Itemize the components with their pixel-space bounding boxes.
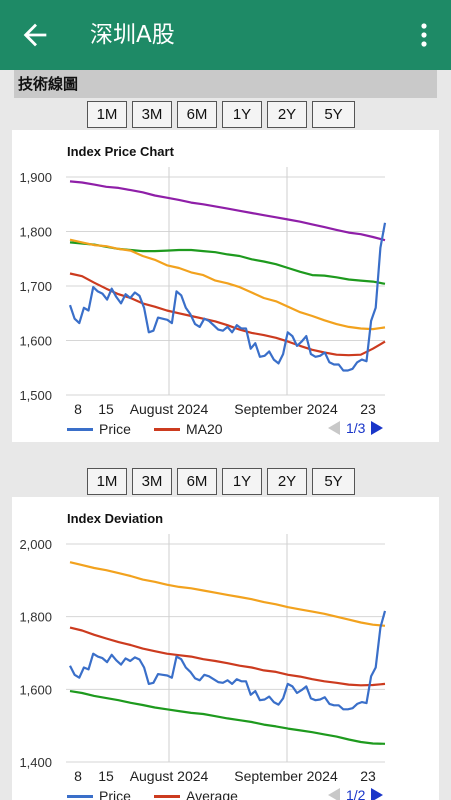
page-title: 深圳A股 (90, 22, 175, 48)
series-line (69, 272, 386, 357)
legend-label: MA20 (186, 421, 223, 437)
range-2y-button[interactable]: 2Y (267, 101, 307, 128)
y-tick-label: 1,700 (19, 279, 52, 294)
series-line (69, 180, 386, 242)
x-tick-label: 15 (98, 768, 114, 784)
series-line (69, 690, 386, 745)
price-chart-card: Index Price Chart 1,500 1,600 1,700 1,800 1,… (12, 130, 439, 442)
y-tick-label: 1,800 (19, 610, 52, 625)
more-vert-icon[interactable] (412, 20, 436, 50)
legend-price: Price (67, 787, 131, 800)
chart-title: Index Deviation (67, 511, 164, 526)
price-chart[interactable]: 1,500 1,600 1,700 1,800 1,900 8 15 August 2024 S… (12, 130, 439, 442)
x-tick-label: 8 (74, 768, 82, 784)
y-tick-label: 1,400 (19, 755, 52, 770)
legend-label: Average (186, 788, 238, 800)
range-6m-button[interactable]: 6M (177, 101, 217, 128)
legend-swatch (67, 427, 93, 431)
series-line (69, 238, 386, 331)
y-tick-label: 1,600 (19, 682, 52, 697)
x-tick-label: August 2024 (130, 401, 209, 417)
legend-pager[interactable]: 1/3 (328, 420, 384, 436)
next-page-icon[interactable] (371, 421, 384, 435)
x-tick-label: 23 (360, 768, 376, 784)
legend-label: Price (99, 788, 131, 800)
range-6m-button[interactable]: 6M (177, 468, 217, 495)
x-tick-label: September 2024 (234, 768, 338, 784)
next-page-icon[interactable] (371, 788, 384, 800)
range-1y-button[interactable]: 1Y (222, 101, 262, 128)
range-selector: 1M 3M 6M 1Y 2Y 5Y (87, 101, 355, 128)
range-1y-button[interactable]: 1Y (222, 468, 262, 495)
legend-price: Price (67, 420, 131, 438)
legend-swatch (154, 794, 180, 798)
range-3m-button[interactable]: 3M (132, 468, 172, 495)
series-line (69, 626, 386, 687)
pager-label: 1/3 (346, 420, 366, 436)
range-selector: 1M 3M 6M 1Y 2Y 5Y (87, 468, 355, 495)
range-1m-button[interactable]: 1M (87, 468, 127, 495)
arrow-left-icon[interactable] (18, 18, 52, 52)
y-tick-label: 1,600 (19, 334, 52, 349)
series-line (69, 610, 387, 711)
legend-swatch (154, 427, 180, 431)
x-tick-label: September 2024 (234, 401, 338, 417)
x-tick-label: 23 (360, 401, 376, 417)
deviation-chart-card: Index Deviation 1,400 1,600 1,800 2,000 8 15 A… (12, 497, 439, 800)
legend-swatch (67, 794, 93, 798)
x-tick-label: 15 (98, 401, 114, 417)
series-line (68, 222, 387, 372)
app-bar: 深圳A股 (0, 0, 451, 70)
series-line (69, 561, 386, 627)
range-3m-button[interactable]: 3M (132, 101, 172, 128)
prev-page-icon[interactable] (328, 788, 340, 800)
y-tick-label: 1,500 (19, 388, 52, 403)
pager-label: 1/2 (346, 787, 366, 800)
prev-page-icon[interactable] (328, 421, 340, 435)
range-5y-button[interactable]: 5Y (312, 101, 355, 128)
deviation-chart[interactable]: 1,400 1,600 1,800 2,000 8 15 August 2024 Septem… (12, 497, 439, 800)
chart-title: Index Price Chart (67, 144, 174, 159)
range-1m-button[interactable]: 1M (87, 101, 127, 128)
section-header: 技術線圖 (14, 70, 437, 98)
range-5y-button[interactable]: 5Y (312, 468, 355, 495)
legend-label: Price (99, 421, 131, 437)
x-tick-label: August 2024 (130, 768, 209, 784)
legend-average: Average (154, 787, 238, 800)
y-tick-label: 2,000 (19, 537, 52, 552)
section-title: 技術線圖 (18, 75, 79, 93)
y-tick-label: 1,900 (19, 170, 52, 185)
x-tick-label: 8 (74, 401, 82, 417)
legend-ma20: MA20 (154, 420, 223, 438)
legend-pager[interactable]: 1/2 (328, 787, 384, 800)
range-2y-button[interactable]: 2Y (267, 468, 307, 495)
y-tick-label: 1,800 (19, 225, 52, 240)
